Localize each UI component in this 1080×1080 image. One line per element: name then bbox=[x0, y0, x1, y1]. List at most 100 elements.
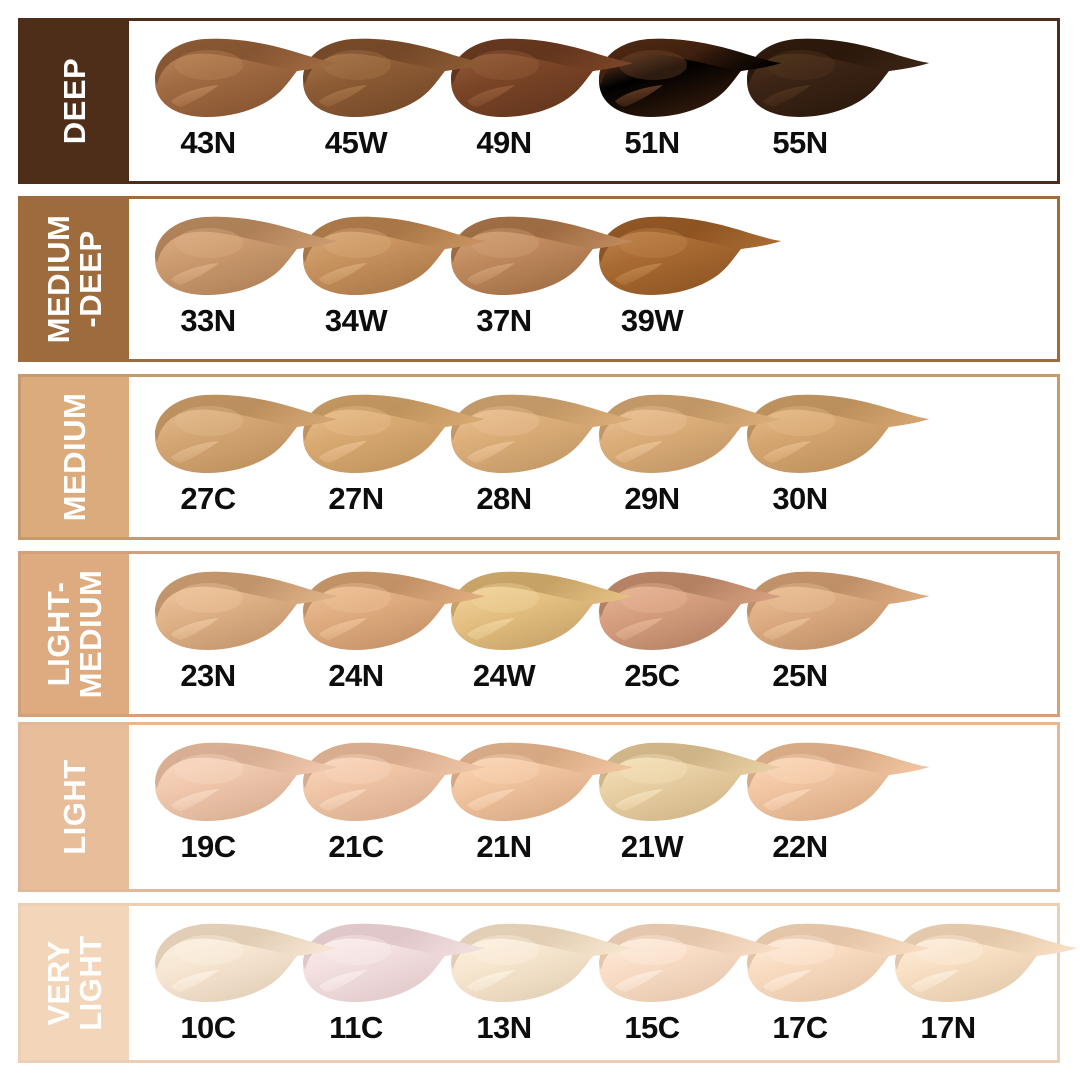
shade-code-label: 15C bbox=[624, 1010, 680, 1045]
shade-swatch-cell[interactable]: 22N bbox=[739, 725, 935, 889]
category-label-line2: LIGHT bbox=[73, 935, 108, 1031]
foundation-swatch-blob bbox=[739, 562, 935, 666]
category-label-line1: LIGHT bbox=[56, 759, 92, 855]
shade-swatch-cell[interactable]: 11C bbox=[295, 906, 491, 1060]
foundation-swatch-blob bbox=[739, 733, 935, 837]
shade-swatch-cell[interactable]: 33N bbox=[147, 199, 343, 359]
swatch-strip: 23N 24N bbox=[129, 554, 1057, 714]
swatch-strip: 33N 34W bbox=[129, 199, 1057, 359]
foundation-swatch-blob bbox=[147, 562, 343, 666]
shade-swatch-cell[interactable]: 21N bbox=[443, 725, 639, 889]
shade-code-label: 37N bbox=[476, 303, 532, 338]
shade-code-label: 51N bbox=[624, 125, 680, 160]
shade-code-label: 17C bbox=[772, 1010, 828, 1045]
foundation-swatch-blob bbox=[591, 914, 787, 1018]
shade-swatch-cell[interactable]: 17N bbox=[887, 906, 1080, 1060]
shade-code-label: 19C bbox=[180, 829, 236, 864]
shade-swatch-cell[interactable]: 15C bbox=[591, 906, 787, 1060]
shade-swatch-cell[interactable]: 39W bbox=[591, 199, 787, 359]
foundation-swatch-blob bbox=[443, 385, 639, 489]
shade-swatch-cell[interactable]: 24W bbox=[443, 554, 639, 714]
shade-code-label: 13N bbox=[476, 1010, 532, 1045]
shade-code-label: 24W bbox=[472, 658, 536, 693]
shade-code-label: 45W bbox=[324, 125, 388, 160]
shade-swatch-cell[interactable]: 51N bbox=[591, 21, 787, 181]
shade-code-label: 25N bbox=[772, 658, 828, 693]
shade-swatch-cell[interactable]: 45W bbox=[295, 21, 491, 181]
swatch-panel: 19C 21C bbox=[129, 725, 1057, 889]
category-label-line2: MEDIUM bbox=[73, 569, 108, 699]
shade-swatch-cell[interactable]: 10C bbox=[147, 906, 343, 1060]
foundation-swatch-blob bbox=[739, 385, 935, 489]
category-label-line1: MEDIUM bbox=[40, 214, 76, 344]
swatch-panel: 33N 34W bbox=[129, 199, 1057, 359]
shade-swatch-cell[interactable]: 27N bbox=[295, 377, 491, 537]
foundation-swatch-blob bbox=[887, 914, 1080, 1018]
shade-code-label: 27C bbox=[180, 481, 236, 516]
shade-swatch-cell[interactable]: 13N bbox=[443, 906, 639, 1060]
swatch-panel: 27C 27N bbox=[129, 377, 1057, 537]
shade-swatch-cell[interactable]: 37N bbox=[443, 199, 639, 359]
shade-swatch-cell[interactable]: 19C bbox=[147, 725, 343, 889]
category-label: LIGHT bbox=[56, 759, 92, 855]
shade-row: DEEP 43N bbox=[18, 18, 1060, 184]
foundation-swatch-blob bbox=[295, 29, 491, 133]
shade-code-label: 17N bbox=[920, 1010, 976, 1045]
swatch-strip: 19C 21C bbox=[129, 725, 1057, 889]
category-label-line2: -DEEP bbox=[73, 230, 108, 328]
category-band-medium-deep: MEDIUM -DEEP bbox=[21, 199, 129, 359]
shade-swatch-cell[interactable]: 49N bbox=[443, 21, 639, 181]
shade-swatch-cell[interactable]: 28N bbox=[443, 377, 639, 537]
shade-code-label: 21W bbox=[620, 829, 684, 864]
swatch-panel: 10C 11C bbox=[129, 906, 1077, 1060]
category-label: MEDIUM bbox=[56, 392, 92, 522]
shade-swatch-cell[interactable]: 34W bbox=[295, 199, 491, 359]
shade-code-label: 28N bbox=[476, 481, 532, 516]
foundation-swatch-blob bbox=[591, 562, 787, 666]
foundation-swatch-blob bbox=[147, 914, 343, 1018]
shade-swatch-cell[interactable]: 21W bbox=[591, 725, 787, 889]
shade-code-label: 30N bbox=[772, 481, 828, 516]
shade-swatch-cell[interactable]: 30N bbox=[739, 377, 935, 537]
category-label-line1: LIGHT- bbox=[40, 581, 76, 687]
shade-swatch-cell[interactable]: 24N bbox=[295, 554, 491, 714]
swatch-panel: 23N 24N bbox=[129, 554, 1057, 714]
shade-code-label: 29N bbox=[624, 481, 680, 516]
shade-swatch-cell[interactable]: 27C bbox=[147, 377, 343, 537]
shade-swatch-cell[interactable]: 23N bbox=[147, 554, 343, 714]
shade-swatch-cell[interactable]: 55N bbox=[739, 21, 935, 181]
foundation-swatch-blob bbox=[147, 733, 343, 837]
swatch-panel: 43N 45W bbox=[129, 21, 1057, 181]
foundation-swatch-blob bbox=[295, 207, 491, 311]
shade-swatch-cell[interactable]: 29N bbox=[591, 377, 787, 537]
foundation-swatch-blob bbox=[295, 733, 491, 837]
foundation-swatch-blob bbox=[443, 29, 639, 133]
shade-swatch-cell[interactable]: 21C bbox=[295, 725, 491, 889]
foundation-swatch-blob bbox=[443, 914, 639, 1018]
shade-code-label: 49N bbox=[476, 125, 532, 160]
foundation-swatch-blob bbox=[443, 207, 639, 311]
foundation-swatch-blob bbox=[739, 914, 935, 1018]
shade-swatch-cell[interactable]: 17C bbox=[739, 906, 935, 1060]
shade-code-label: 10C bbox=[180, 1010, 236, 1045]
foundation-swatch-blob bbox=[147, 385, 343, 489]
category-label-line1: MEDIUM bbox=[56, 392, 92, 522]
foundation-swatch-blob bbox=[591, 207, 787, 311]
shade-code-label: 55N bbox=[772, 125, 828, 160]
shade-code-label: 22N bbox=[772, 829, 828, 864]
shade-code-label: 21C bbox=[328, 829, 384, 864]
shade-swatch-cell[interactable]: 25C bbox=[591, 554, 787, 714]
shade-code-label: 21N bbox=[476, 829, 532, 864]
shade-code-label: 11C bbox=[329, 1010, 383, 1045]
category-band-light: LIGHT bbox=[21, 725, 129, 889]
swatch-strip: 10C 11C bbox=[129, 906, 1077, 1060]
shade-swatch-cell[interactable]: 43N bbox=[147, 21, 343, 181]
category-band-deep: DEEP bbox=[21, 21, 129, 181]
shade-code-label: 27N bbox=[328, 481, 384, 516]
shade-swatch-cell[interactable]: 25N bbox=[739, 554, 935, 714]
foundation-swatch-blob bbox=[591, 29, 787, 133]
swatch-strip: 43N 45W bbox=[129, 21, 1057, 181]
category-label: VERY LIGHT bbox=[41, 935, 108, 1031]
foundation-swatch-blob bbox=[295, 914, 491, 1018]
